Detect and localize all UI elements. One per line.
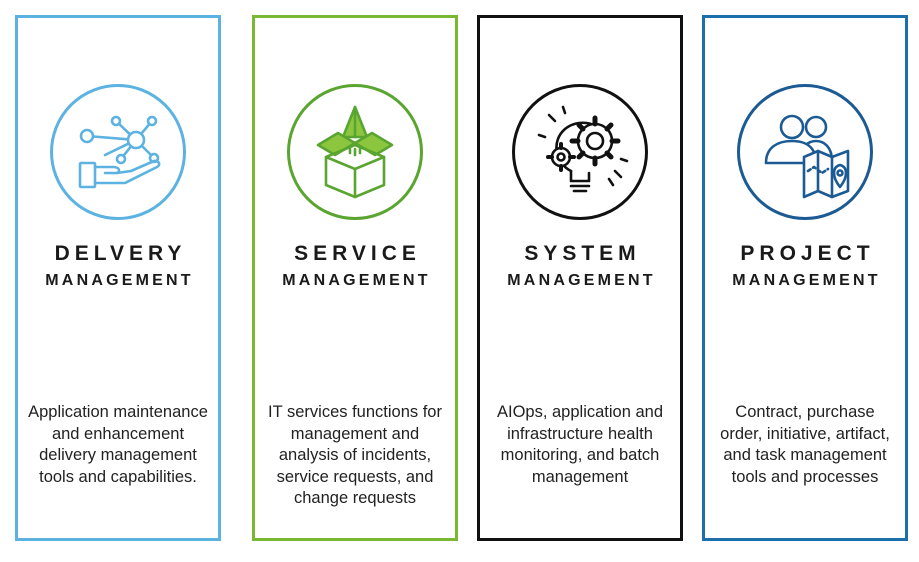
card-title-line1: SYSTEM	[524, 242, 641, 265]
card-title-line1: SERVICE	[294, 242, 421, 265]
team-map-icon	[737, 84, 873, 220]
card-title-line2: MANAGEMENT	[507, 272, 656, 289]
card-title-line2: MANAGEMENT	[45, 272, 194, 289]
network-hand-icon	[50, 84, 186, 220]
delivery-management-card: DELVERY MANAGEMENT Application maintenan…	[15, 15, 221, 541]
card-title-line2: MANAGEMENT	[732, 272, 881, 289]
card-title-line1: DELVERY	[54, 242, 187, 265]
card-description: Application maintenance and enhancement …	[28, 403, 208, 486]
service-management-card: SERVICE MANAGEMENT IT services functions…	[252, 15, 458, 541]
system-management-card: SYSTEM MANAGEMENT AIOps, application and…	[477, 15, 683, 541]
card-description: IT services functions for management and…	[268, 403, 442, 507]
open-box-arrow-icon	[287, 84, 423, 220]
card-title-line1: PROJECT	[740, 242, 875, 265]
card-title-line2: MANAGEMENT	[282, 272, 431, 289]
lightbulb-gears-icon	[512, 84, 648, 220]
card-description: AIOps, application and infrastructure he…	[496, 403, 664, 486]
project-management-card: PROJECT MANAGEMENT Contract, purchase or…	[702, 15, 908, 541]
card-description: Contract, purchase order, initiative, ar…	[720, 403, 890, 486]
